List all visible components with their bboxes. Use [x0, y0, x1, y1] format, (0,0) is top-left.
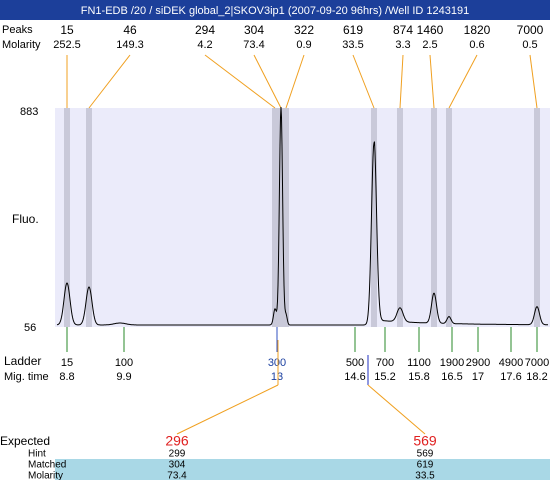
peak-molarity: 252.5 — [53, 39, 81, 51]
peak-size: 304 — [244, 23, 264, 37]
expected-value: 619 — [417, 460, 434, 471]
ladder-size: 4900 — [499, 357, 523, 369]
y-min: 56 — [24, 322, 36, 334]
peak-connector — [88, 54, 131, 109]
peak-size: 1460 — [417, 23, 444, 37]
expected-value: 304 — [169, 460, 186, 471]
peaks-label: Peaks — [2, 24, 33, 36]
expected-label: Hint — [28, 449, 46, 460]
expected-value: 569 — [417, 449, 434, 460]
ladder-time: 9.9 — [116, 371, 131, 383]
molarity-label: Molarity — [2, 39, 41, 51]
peak-band — [371, 108, 377, 327]
expected-label: Matched — [28, 460, 66, 471]
ladder-time: 17.6 — [500, 371, 521, 383]
peak-size: 294 — [195, 23, 215, 37]
peak-molarity: 0.6 — [469, 39, 484, 51]
peak-connector — [285, 54, 305, 109]
ladder-time: 13 — [271, 371, 283, 383]
peak-molarity: 33.5 — [342, 39, 363, 51]
ladder-size: 2900 — [466, 357, 490, 369]
title: FN1-EDB /20 / siDEK global_2|SKOV3ip1 (2… — [81, 5, 469, 17]
peak-molarity: 3.3 — [395, 39, 410, 51]
peak-molarity: 149.3 — [116, 39, 144, 51]
peak-connector — [352, 54, 375, 109]
peak-band — [283, 108, 289, 327]
peak-connector — [429, 54, 435, 109]
expected-value: 73.4 — [167, 471, 187, 480]
peak-size: 874 — [393, 23, 413, 37]
mig-time-label: Mig. time — [4, 371, 49, 383]
peak-connector — [253, 54, 282, 109]
peak-size: 7000 — [517, 23, 544, 37]
ladder-time: 15.8 — [408, 371, 429, 383]
expected-label: Expected — [0, 434, 50, 448]
title-bar — [0, 0, 550, 20]
peak-band — [431, 108, 437, 327]
y-label: Fluo. — [12, 212, 39, 226]
peak-molarity: 0.5 — [522, 39, 537, 51]
trace — [56, 106, 548, 326]
peak-size: 619 — [343, 23, 363, 37]
ladder-time: 14.6 — [344, 371, 365, 383]
peak-band — [86, 108, 92, 327]
peak-size: 322 — [294, 23, 314, 37]
ladder-size: 1100 — [407, 357, 431, 369]
ladder-label: Ladder — [4, 354, 41, 368]
peak-size: 46 — [123, 23, 137, 37]
ladder-size: 15 — [61, 357, 73, 369]
peak-band — [534, 108, 540, 327]
expected-label: Molarity — [28, 471, 63, 480]
ladder-size: 1900 — [440, 357, 464, 369]
peak-size: 15 — [60, 23, 74, 37]
expected-value: 296 — [165, 433, 189, 449]
expected-value: 569 — [413, 433, 437, 449]
peak-band — [272, 108, 278, 327]
expected-value: 299 — [169, 449, 186, 460]
matched-band — [55, 459, 550, 480]
peak-band — [397, 108, 403, 327]
plot-area — [55, 108, 550, 327]
peak-molarity: 0.9 — [296, 39, 311, 51]
peak-size: 1820 — [464, 23, 491, 37]
ladder-size: 7000 — [525, 357, 549, 369]
peak-molarity: 4.2 — [197, 39, 212, 51]
ladder-size: 700 — [376, 357, 394, 369]
y-max: 883 — [20, 106, 38, 118]
ladder-time: 18.2 — [526, 371, 547, 383]
expected-connector — [367, 384, 426, 435]
peak-band — [278, 108, 284, 327]
ladder-size: 100 — [115, 357, 133, 369]
ladder-time: 16.5 — [441, 371, 462, 383]
peak-connector — [399, 54, 404, 109]
peak-connector — [529, 54, 538, 109]
ladder-size: 300 — [268, 357, 286, 369]
ladder-time: 8.8 — [59, 371, 74, 383]
expected-connector — [176, 384, 279, 435]
ladder-size: 500 — [346, 357, 364, 369]
peak-band — [446, 108, 452, 327]
peak-connector — [204, 54, 276, 109]
ladder-time: 17 — [472, 371, 484, 383]
peak-connector — [448, 54, 478, 109]
expected-value: 33.5 — [415, 471, 435, 480]
ladder-time: 15.2 — [374, 371, 395, 383]
peak-band — [64, 108, 70, 327]
peak-molarity: 2.5 — [422, 39, 437, 51]
peak-molarity: 73.4 — [243, 39, 264, 51]
